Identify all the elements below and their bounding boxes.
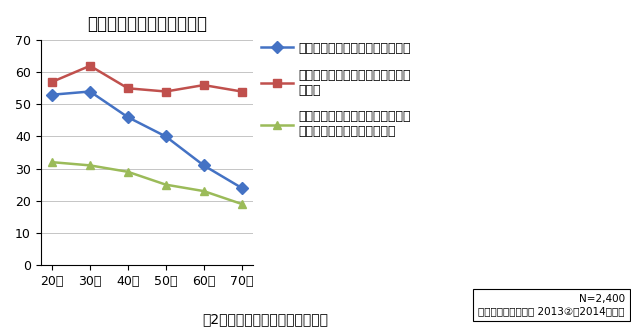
インテリアのテイストを揃えたい bbox=[238, 186, 245, 190]
インテリアは、手軽な価格の物を
こまめに買い替えて使いたい bbox=[238, 202, 245, 206]
インテリアは、一つ一つ自分で選
びたい bbox=[49, 80, 56, 84]
Text: N=2,400
生活分野別定点調査 2013②　2014年１月: N=2,400 生活分野別定点調査 2013② 2014年１月 bbox=[478, 294, 625, 316]
インテリアのテイストを揃えたい bbox=[124, 115, 132, 119]
Line: インテリアは、手軽な価格の物を
こまめに買い替えて使いたい: インテリアは、手軽な価格の物を こまめに買い替えて使いたい bbox=[48, 158, 245, 208]
Legend: インテリアのテイストを揃えたい, インテリアは、一つ一つ自分で選
びたい, インテリアは、手軽な価格の物を
こまめに買い替えて使いたい: インテリアのテイストを揃えたい, インテリアは、一つ一つ自分で選 びたい, イン… bbox=[261, 42, 411, 139]
インテリアは、一つ一つ自分で選
びたい bbox=[200, 83, 208, 87]
インテリアは、一つ一つ自分で選
びたい bbox=[162, 89, 170, 93]
インテリアのテイストを揃えたい bbox=[49, 93, 56, 97]
インテリアは、手軽な価格の物を
こまめに買い替えて使いたい bbox=[200, 189, 208, 193]
Line: インテリアのテイストを揃えたい: インテリアのテイストを揃えたい bbox=[48, 87, 245, 192]
Text: 図2　インテリアに対する考え方: 図2 インテリアに対する考え方 bbox=[202, 312, 328, 326]
インテリアは、手軽な価格の物を
こまめに買い替えて使いたい bbox=[49, 160, 56, 164]
Title: インテリアに対する考え方: インテリアに対する考え方 bbox=[87, 15, 207, 33]
インテリアは、手軽な価格の物を
こまめに買い替えて使いたい bbox=[86, 164, 94, 167]
Line: インテリアは、一つ一つ自分で選
びたい: インテリアは、一つ一つ自分で選 びたい bbox=[48, 62, 245, 96]
インテリアのテイストを揃えたい bbox=[86, 89, 94, 93]
インテリアは、一つ一つ自分で選
びたい bbox=[238, 89, 245, 93]
インテリアは、一つ一つ自分で選
びたい bbox=[124, 86, 132, 90]
インテリアは、一つ一つ自分で選
びたい bbox=[86, 64, 94, 68]
インテリアのテイストを揃えたい bbox=[162, 135, 170, 139]
インテリアは、手軽な価格の物を
こまめに買い替えて使いたい bbox=[124, 170, 132, 174]
インテリアは、手軽な価格の物を
こまめに買い替えて使いたい bbox=[162, 183, 170, 187]
インテリアのテイストを揃えたい bbox=[200, 164, 208, 167]
